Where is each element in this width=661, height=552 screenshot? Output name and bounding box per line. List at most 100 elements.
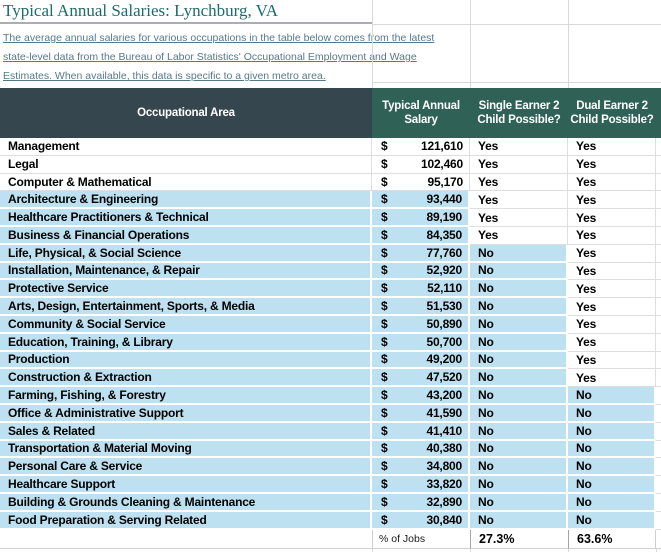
salary-cell[interactable]: $ 52,110 [372,280,470,299]
occupational-area-cell[interactable]: Farming, Fishing, & Forestry [0,387,372,405]
occupational-area-cell[interactable]: Architecture & Engineering [0,191,372,210]
dual-earner-cell[interactable]: Yes [568,138,656,156]
occupational-area-cell[interactable]: Installation, Maintenance, & Repair [0,262,372,281]
occupational-area-cell[interactable]: Management [0,138,372,156]
salary-cell[interactable]: $ 40,380 [372,440,470,459]
salary-cell[interactable]: $ 41,410 [372,422,470,441]
salary-cell[interactable]: $ 121,610 [372,138,470,156]
occupational-area-cell[interactable]: Business & Financial Operations [0,226,372,245]
table-row: Legal $ 102,460 Yes Yes [0,155,661,174]
dual-earner-cell[interactable]: Yes [568,315,656,334]
occupational-area-cell[interactable]: Life, Physical, & Social Science [0,244,372,263]
dual-earner-cell[interactable]: No [568,440,656,459]
column-header-typical-annual-salary[interactable]: Typical Annual Salary [372,88,470,138]
single-earner-cell[interactable]: Yes [470,191,568,210]
single-earner-cell[interactable]: Yes [470,155,568,174]
occupational-area-cell[interactable]: Computer & Mathematical [0,173,372,192]
single-earner-cell[interactable]: No [470,262,568,281]
occupational-area-cell[interactable]: Transportation & Material Moving [0,440,372,459]
salary-cell[interactable]: $ 34,800 [372,458,470,477]
single-earner-cell[interactable]: No [470,244,568,263]
occupational-area-cell[interactable]: Food Preparation & Serving Related [0,511,372,530]
salary-cell[interactable]: $ 102,460 [372,155,470,174]
occupational-area-cell[interactable]: Sales & Related [0,422,372,441]
single-earner-percent[interactable]: 27.3% [470,529,568,549]
dual-earner-cell[interactable]: Yes [568,351,656,370]
salary-cell[interactable]: $ 47,520 [372,369,470,388]
single-earner-cell[interactable]: Yes [470,209,568,227]
single-earner-cell[interactable]: No [470,387,568,405]
single-earner-cell[interactable]: No [470,315,568,334]
occupational-area-cell[interactable]: Protective Service [0,280,372,299]
dual-earner-cell[interactable]: Yes [568,298,656,316]
salary-cell[interactable]: $ 84,350 [372,226,470,245]
dual-earner-cell[interactable]: Yes [568,262,656,281]
occupational-area-cell[interactable]: Arts, Design, Entertainment, Sports, & M… [0,298,372,316]
salary-cell[interactable]: $ 43,200 [372,387,470,405]
occupational-area-cell[interactable]: Building & Grounds Cleaning & Maintenanc… [0,493,372,512]
salary-cell[interactable]: $ 32,890 [372,493,470,512]
single-earner-cell[interactable]: No [470,422,568,441]
dual-earner-cell[interactable]: Yes [568,226,656,245]
dual-earner-cell[interactable]: Yes [568,333,656,352]
salary-cell[interactable]: $ 30,840 [372,511,470,530]
dual-earner-cell[interactable]: Yes [568,244,656,263]
salary-cell[interactable]: $ 49,200 [372,351,470,370]
single-earner-cell[interactable]: Yes [470,173,568,192]
dual-earner-cell[interactable]: No [568,511,656,530]
salary-cell[interactable]: $ 89,190 [372,209,470,227]
dual-earner-cell[interactable]: No [568,476,656,494]
salary-cell[interactable]: $ 52,920 [372,262,470,281]
single-earner-cell[interactable]: No [470,511,568,530]
occupational-area-cell[interactable]: Office & Administrative Support [0,404,372,423]
single-earner-cell[interactable]: No [470,440,568,459]
column-header-dual-earner[interactable]: Dual Earner 2 Child Possible? [568,88,656,138]
salary-cell[interactable]: $ 93,440 [372,191,470,210]
salary-cell[interactable]: $ 41,590 [372,404,470,423]
single-earner-cell[interactable]: No [470,298,568,316]
single-earner-cell[interactable]: No [470,369,568,388]
occupational-area-cell[interactable]: Healthcare Practitioners & Technical [0,209,372,227]
salary-cell[interactable]: $ 50,700 [372,333,470,352]
occupational-area-cell[interactable]: Construction & Extraction [0,369,372,388]
occupational-area-cell[interactable]: Legal [0,155,372,174]
column-header-occupational-area[interactable]: Occupational Area [0,88,372,138]
single-earner-value: No [478,299,494,314]
single-earner-cell[interactable]: No [470,333,568,352]
dual-earner-cell[interactable]: Yes [568,173,656,192]
percent-of-jobs-label[interactable]: % of Jobs [372,529,470,549]
dual-earner-cell[interactable]: No [568,387,656,405]
single-earner-cell[interactable]: Yes [470,138,568,156]
single-earner-cell[interactable]: No [470,458,568,477]
currency-symbol: $ [381,174,388,189]
salary-cell[interactable]: $ 33,820 [372,476,470,494]
single-earner-cell[interactable]: No [470,493,568,512]
occupational-area-cell[interactable]: Community & Social Service [0,315,372,334]
occupational-area-cell[interactable]: Education, Training, & Library [0,333,372,352]
single-earner-cell[interactable]: Yes [470,226,568,245]
salary-cell[interactable]: $ 77,760 [372,244,470,263]
column-header-label: Salary [404,114,438,126]
salary-cell[interactable]: $ 95,170 [372,173,470,192]
column-header-single-earner[interactable]: Single Earner 2 Child Possible? [470,88,568,138]
dual-earner-cell[interactable]: No [568,493,656,512]
salary-cell[interactable]: $ 51,530 [372,298,470,316]
single-earner-cell[interactable]: No [470,476,568,494]
dual-earner-percent[interactable]: 63.6% [568,529,656,549]
occupational-area-cell[interactable]: Healthcare Support [0,476,372,494]
dual-earner-cell[interactable]: Yes [568,209,656,227]
occupational-area-cell[interactable]: Production [0,351,372,370]
single-earner-cell[interactable]: No [470,280,568,299]
dual-earner-cell[interactable]: No [568,404,656,423]
dual-earner-cell[interactable]: Yes [568,369,656,388]
occupational-area-cell[interactable]: Personal Care & Service [0,458,372,477]
dual-earner-cell[interactable]: No [568,458,656,477]
single-earner-cell[interactable]: No [470,351,568,370]
single-earner-cell[interactable]: No [470,404,568,423]
dual-earner-value: No [576,459,592,474]
dual-earner-cell[interactable]: Yes [568,191,656,210]
dual-earner-cell[interactable]: Yes [568,280,656,299]
dual-earner-cell[interactable]: No [568,422,656,441]
salary-cell[interactable]: $ 50,890 [372,315,470,334]
dual-earner-cell[interactable]: Yes [568,155,656,174]
